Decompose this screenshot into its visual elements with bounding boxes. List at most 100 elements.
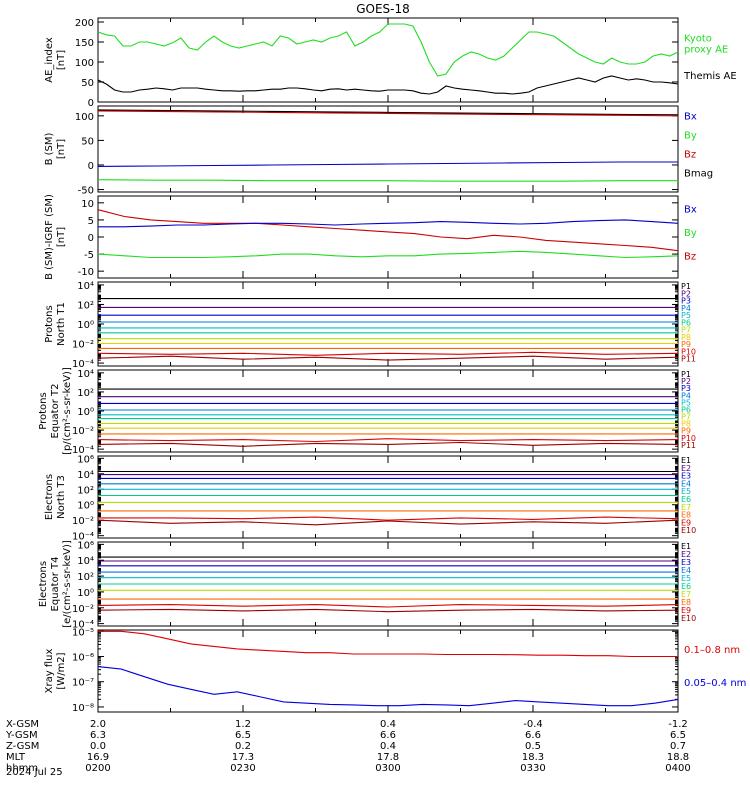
legend-entry: E3 bbox=[681, 558, 691, 567]
footer-value: 0.5 bbox=[525, 741, 541, 752]
legend-entry: 0.05–0.4 nm bbox=[684, 678, 746, 689]
legend-entry: E2 bbox=[681, 464, 691, 473]
legend-entry: Bmag bbox=[684, 169, 713, 180]
y-tick-label: 10⁶ bbox=[77, 540, 94, 551]
legend-entry: P3 bbox=[681, 297, 691, 306]
y-tick-label: 10⁶ bbox=[77, 454, 94, 465]
legend-entry: P11 bbox=[681, 355, 696, 364]
series-kyoto-proxy-ae bbox=[97, 23, 679, 77]
legend-entry: E2 bbox=[681, 550, 691, 559]
y-axis-label: [nT] bbox=[56, 227, 67, 247]
footer-row-label: Y-GSM bbox=[5, 730, 38, 741]
y-tick-label: 10⁻⁵ bbox=[72, 627, 94, 638]
footer-value: 0.0 bbox=[90, 741, 106, 752]
series-by bbox=[97, 179, 678, 182]
y-tick-label: 10⁻⁴ bbox=[72, 620, 94, 631]
y-axis-label: Protons bbox=[44, 305, 55, 342]
y-tick-label: -10 bbox=[78, 267, 94, 278]
y-tick-label: 10⁰ bbox=[77, 588, 94, 599]
footer-value: 0330 bbox=[520, 763, 545, 774]
legend-entry: P3 bbox=[681, 384, 691, 393]
y-axis-label: Electrons bbox=[44, 474, 55, 520]
y-tick-label: 10² bbox=[77, 388, 94, 399]
legend-entry: By bbox=[684, 130, 697, 141]
panel-p_equator: 10⁻⁴ 10⁻² 10⁰ 10² 10⁴ Protons Equator T2 [p/(cm… bbox=[38, 367, 696, 456]
legend-entry: E7 bbox=[681, 590, 691, 599]
y-axis-label: [nT] bbox=[56, 139, 67, 159]
y-tick-label: 5 bbox=[88, 216, 94, 227]
y-tick-label: 10⁴ bbox=[77, 470, 94, 481]
footer-value: -1.2 bbox=[668, 719, 688, 730]
legend-entry: E4 bbox=[681, 479, 691, 488]
y-tick-label: 10⁻⁸ bbox=[72, 703, 94, 714]
legend-entry: E1 bbox=[681, 456, 691, 465]
y-axis-label: [nT] bbox=[56, 50, 67, 70]
series-themis-ae bbox=[97, 75, 679, 95]
legend-entry: P5 bbox=[681, 398, 691, 407]
legend-entry: P11 bbox=[681, 441, 696, 450]
legend-entry: E8 bbox=[681, 598, 691, 607]
footer-value: 6.3 bbox=[90, 730, 106, 741]
legend-entry: P10 bbox=[681, 347, 696, 356]
y-tick-label: 0 bbox=[88, 161, 94, 172]
footer-value: 17.3 bbox=[232, 752, 254, 763]
legend-entry: Themis AE bbox=[683, 71, 737, 82]
y-axis-label: Protons bbox=[38, 392, 49, 429]
footer-table: 2024 Jul 25 X-GSM 2.0 1.2 0.4 -0.4 -1.2 Y-GSM 6… bbox=[5, 719, 691, 778]
series-p10 bbox=[97, 351, 679, 356]
legend-entry: E5 bbox=[681, 487, 691, 496]
series-e9 bbox=[97, 604, 679, 608]
legend-entry: E4 bbox=[681, 566, 691, 575]
legend-entry: E8 bbox=[681, 511, 691, 520]
legend-entry: P6 bbox=[681, 318, 691, 327]
footer-value: 1.2 bbox=[235, 719, 251, 730]
y-tick-label: -50 bbox=[78, 186, 94, 197]
y-tick-label: 10⁻⁶ bbox=[72, 652, 94, 663]
y-axis-label: AE_index bbox=[44, 37, 55, 83]
legend-entry: Bx bbox=[684, 204, 697, 215]
footer-date: 2024 Jul 25 bbox=[6, 767, 63, 778]
footer-value: 2.0 bbox=[90, 719, 106, 730]
legend-entry: P8 bbox=[681, 333, 691, 342]
legend-entry: E9 bbox=[681, 606, 691, 615]
y-tick-label: 100 bbox=[75, 58, 94, 69]
y-tick-label: -5 bbox=[84, 250, 94, 261]
legend-entry: E5 bbox=[681, 574, 691, 583]
series-bz bbox=[97, 209, 679, 252]
footer-value: 6.6 bbox=[380, 730, 396, 741]
legend-entry: E7 bbox=[681, 503, 691, 512]
legend-entry: E6 bbox=[681, 495, 691, 504]
y-tick-label: 50 bbox=[81, 78, 94, 89]
y-tick-label: 10⁰ bbox=[77, 501, 94, 512]
legend-entry: P9 bbox=[681, 340, 691, 349]
y-axis-label: [p/(cm²-s-sr-keV)] bbox=[62, 367, 73, 455]
y-tick-label: 10⁻² bbox=[72, 340, 94, 351]
y-tick-label: 10⁴ bbox=[77, 556, 94, 567]
legend-entry: E6 bbox=[681, 582, 691, 591]
series-bmag bbox=[97, 109, 679, 116]
footer-value: 6.6 bbox=[525, 730, 541, 741]
y-axis-label: Equator T4 bbox=[50, 557, 61, 612]
y-tick-label: 10⁻⁷ bbox=[72, 678, 94, 689]
legend-entry: P5 bbox=[681, 311, 691, 320]
plot-title: GOES-18 bbox=[356, 2, 410, 16]
legend-entry: proxy AE bbox=[684, 45, 728, 56]
legend-entry: P8 bbox=[681, 420, 691, 429]
y-tick-label: 10⁻² bbox=[72, 604, 94, 615]
legend-entry: P2 bbox=[681, 289, 691, 298]
footer-value: 0.2 bbox=[235, 741, 251, 752]
y-axis-label: B (SM)-IGRF (SM) bbox=[44, 194, 55, 280]
footer-value: 6.5 bbox=[670, 730, 686, 741]
legend-entry: Bz bbox=[684, 251, 696, 262]
legend-entry: E3 bbox=[681, 472, 691, 481]
y-tick-label: 150 bbox=[75, 38, 94, 49]
footer-value: 0200 bbox=[85, 763, 110, 774]
footer-row-label: Z-GSM bbox=[6, 741, 39, 752]
series-p11 bbox=[97, 441, 679, 447]
legend-entry: P2 bbox=[681, 377, 691, 386]
legend-entry: 0.1–0.8 nm bbox=[684, 645, 740, 656]
legend-entry: P6 bbox=[681, 405, 691, 414]
footer-row-label: MLT bbox=[6, 752, 26, 763]
series-p10 bbox=[97, 438, 679, 443]
